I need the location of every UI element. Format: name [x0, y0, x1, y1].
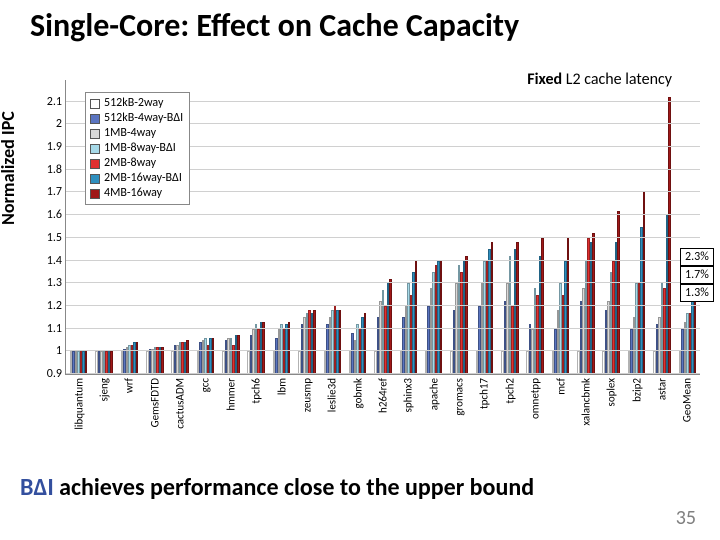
xtick-label: leslie3d — [326, 378, 339, 412]
grid-line — [66, 305, 700, 306]
legend-swatch — [90, 114, 100, 124]
ytick-label: 1.1 — [47, 322, 62, 336]
xtick-label: zeusmp — [300, 378, 313, 412]
xtick-label: apache — [427, 378, 440, 410]
bar — [212, 338, 215, 374]
xtick-label: sphinx3 — [402, 378, 415, 412]
xtick-label: libquantum — [72, 378, 85, 430]
xtick-label: h264ref — [376, 378, 389, 413]
legend-label: 1MB-8way-BΔI — [104, 141, 176, 156]
bottom-caption: BΔI achieves performance close to the up… — [20, 473, 534, 502]
bar — [364, 313, 367, 374]
callout: 1.7% — [680, 266, 714, 284]
ytick-label: 2.1 — [47, 95, 62, 109]
ytick-label: 1.9 — [47, 140, 62, 154]
grid-line — [66, 237, 700, 238]
bar — [288, 322, 291, 374]
grid-line — [66, 214, 700, 215]
xtick-label: omnetpp — [529, 378, 542, 419]
legend-label: 4MB-16way — [104, 186, 162, 201]
xtick-label: tpch6 — [250, 378, 263, 403]
xtick-label: sjeng — [98, 378, 111, 401]
xtick-label: gobmk — [351, 378, 364, 408]
legend-swatch — [90, 144, 100, 154]
legend-swatch — [90, 129, 100, 139]
ytick-label: 1 — [56, 344, 62, 358]
bar — [339, 310, 342, 374]
xtick-label: cactusADM — [174, 378, 187, 429]
ytick-label: 1.2 — [47, 299, 62, 313]
grid-line — [66, 350, 700, 351]
bar — [516, 242, 519, 374]
bar — [415, 261, 418, 374]
xtick-label: xalancbmk — [579, 378, 592, 426]
legend-row: 512kB-2way — [90, 96, 183, 111]
bar — [85, 351, 88, 374]
xtick-label: gromacs — [453, 378, 466, 416]
bar — [668, 97, 671, 374]
legend-swatch — [90, 189, 100, 199]
legend-row: 4MB-16way — [90, 186, 183, 201]
ytick-label: 1.5 — [47, 231, 62, 245]
ytick-label: 1.7 — [47, 185, 62, 199]
legend-row: 1MB-8way-BΔI — [90, 141, 183, 156]
bar — [440, 261, 443, 374]
grid-line — [66, 328, 700, 329]
bar — [313, 310, 316, 374]
ytick-label: 1.4 — [47, 254, 62, 268]
legend-label: 2MB-16way-BΔI — [104, 171, 182, 186]
xtick-label: GeoMean — [681, 378, 694, 422]
bar — [643, 192, 646, 374]
legend-label: 2MB-8way — [104, 156, 156, 171]
legend-row: 2MB-8way — [90, 156, 183, 171]
ytick-label: 1.6 — [47, 208, 62, 222]
legend-label: 512kB-4way-BΔI — [104, 111, 183, 126]
bar — [237, 335, 240, 374]
bar — [491, 242, 494, 374]
ytick-label: 1.8 — [47, 163, 62, 177]
legend: 512kB-2way512kB-4way-BΔI1MB-4way1MB-8way… — [85, 92, 190, 205]
legend-row: 512kB-4way-BΔI — [90, 111, 183, 126]
bar — [110, 351, 113, 374]
callout: 1.3% — [680, 284, 714, 302]
bar — [186, 340, 189, 374]
slide-number: 35 — [676, 506, 696, 530]
xtick-label: hmmer — [224, 378, 237, 411]
xtick-label: gcc — [199, 378, 212, 392]
xtick-label: bzip2 — [630, 378, 643, 402]
xtick-label: lbm — [275, 378, 288, 395]
legend-swatch — [90, 99, 100, 109]
grid-line — [66, 373, 700, 374]
callout: 2.3% — [680, 248, 714, 266]
xtick-label: astar — [655, 378, 668, 400]
xtick-label: soplex — [605, 378, 618, 406]
bar — [592, 233, 595, 374]
legend-label: 512kB-2way — [104, 96, 163, 111]
y-axis-label: Normalized IPC — [0, 111, 19, 225]
legend-swatch — [90, 159, 100, 169]
ytick-label: 0.9 — [47, 367, 62, 381]
legend-label: 1MB-4way — [104, 126, 156, 141]
bar — [262, 322, 265, 374]
xtick-label: tpch17 — [478, 378, 491, 409]
grid-line — [66, 260, 700, 261]
xtick-label: mcf — [554, 378, 567, 395]
slide-title: Single-Core: Effect on Cache Capacity — [30, 6, 710, 45]
grid-line — [66, 282, 700, 283]
xtick-label: tpch2 — [503, 378, 516, 403]
legend-row: 1MB-4way — [90, 126, 183, 141]
legend-swatch — [90, 174, 100, 184]
legend-row: 2MB-16way-BΔI — [90, 171, 183, 186]
bar — [465, 256, 468, 374]
xtick-label: wrf — [123, 378, 136, 393]
ytick-label: 2 — [56, 117, 62, 131]
xtick-label: GemsFDTD — [148, 378, 161, 427]
bar — [389, 279, 392, 374]
ytick-label: 1.3 — [47, 276, 62, 290]
bar — [136, 342, 139, 374]
